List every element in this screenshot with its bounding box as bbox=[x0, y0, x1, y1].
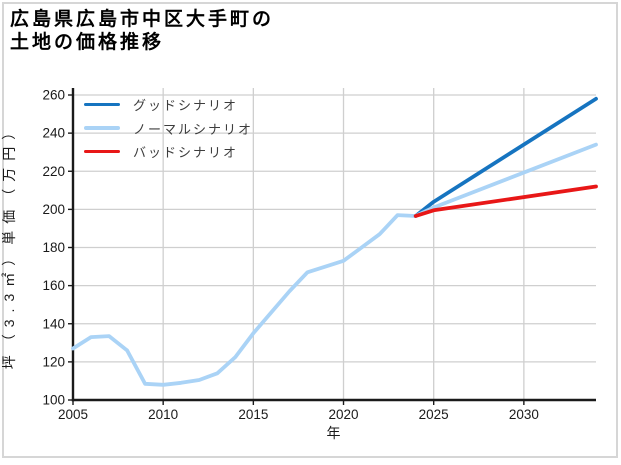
y-tick-label: 200 bbox=[42, 202, 65, 217]
y-tick-label: 220 bbox=[42, 164, 65, 179]
legend-label-good: グッドシナリオ bbox=[133, 98, 239, 113]
legend-label-normal: ノーマルシナリオ bbox=[133, 121, 254, 137]
chart-title-line2: 土地の価格推移 bbox=[10, 32, 165, 53]
legend-swatch-normal bbox=[84, 126, 120, 130]
legend-swatch-good bbox=[84, 102, 120, 107]
legend-item-good: グッドシナリオ bbox=[84, 97, 253, 113]
y-tick-label: 240 bbox=[42, 126, 65, 141]
chart-title-line1: 広島県広島市中区大手町の bbox=[10, 9, 275, 30]
x-tick-label: 2015 bbox=[238, 407, 268, 422]
y-tick-label: 260 bbox=[42, 88, 65, 103]
legend: グッドシナリオ ノーマルシナリオ バッドシナリオ bbox=[84, 97, 253, 168]
y-tick-label: 100 bbox=[42, 393, 65, 408]
history-line bbox=[71, 213, 418, 387]
y-tick-label: 120 bbox=[42, 354, 65, 369]
x-tick-label: 2030 bbox=[509, 407, 539, 422]
x-tick-label: 2005 bbox=[58, 407, 88, 422]
legend-item-bad: バッドシナリオ bbox=[84, 144, 253, 160]
legend-label-bad: バッドシナリオ bbox=[133, 145, 239, 160]
x-tick-label: 2020 bbox=[328, 407, 358, 422]
y-axis-label: 坪（3.3㎡）単価（万円） bbox=[1, 119, 17, 369]
y-tick-label: 160 bbox=[42, 278, 65, 293]
x-tick-label: 2025 bbox=[419, 407, 449, 422]
x-axis-label: 年 bbox=[327, 425, 343, 441]
y-tick-label: 140 bbox=[42, 316, 65, 331]
forecast-line-bad bbox=[413, 184, 598, 218]
chart-title: 広島県広島市中区大手町の 土地の価格推移 bbox=[10, 8, 274, 54]
legend-item-normal: ノーマルシナリオ bbox=[84, 121, 254, 137]
legend-swatch-bad bbox=[84, 149, 120, 154]
x-tick-label: 2010 bbox=[148, 407, 178, 422]
y-tick-label: 180 bbox=[42, 240, 65, 255]
